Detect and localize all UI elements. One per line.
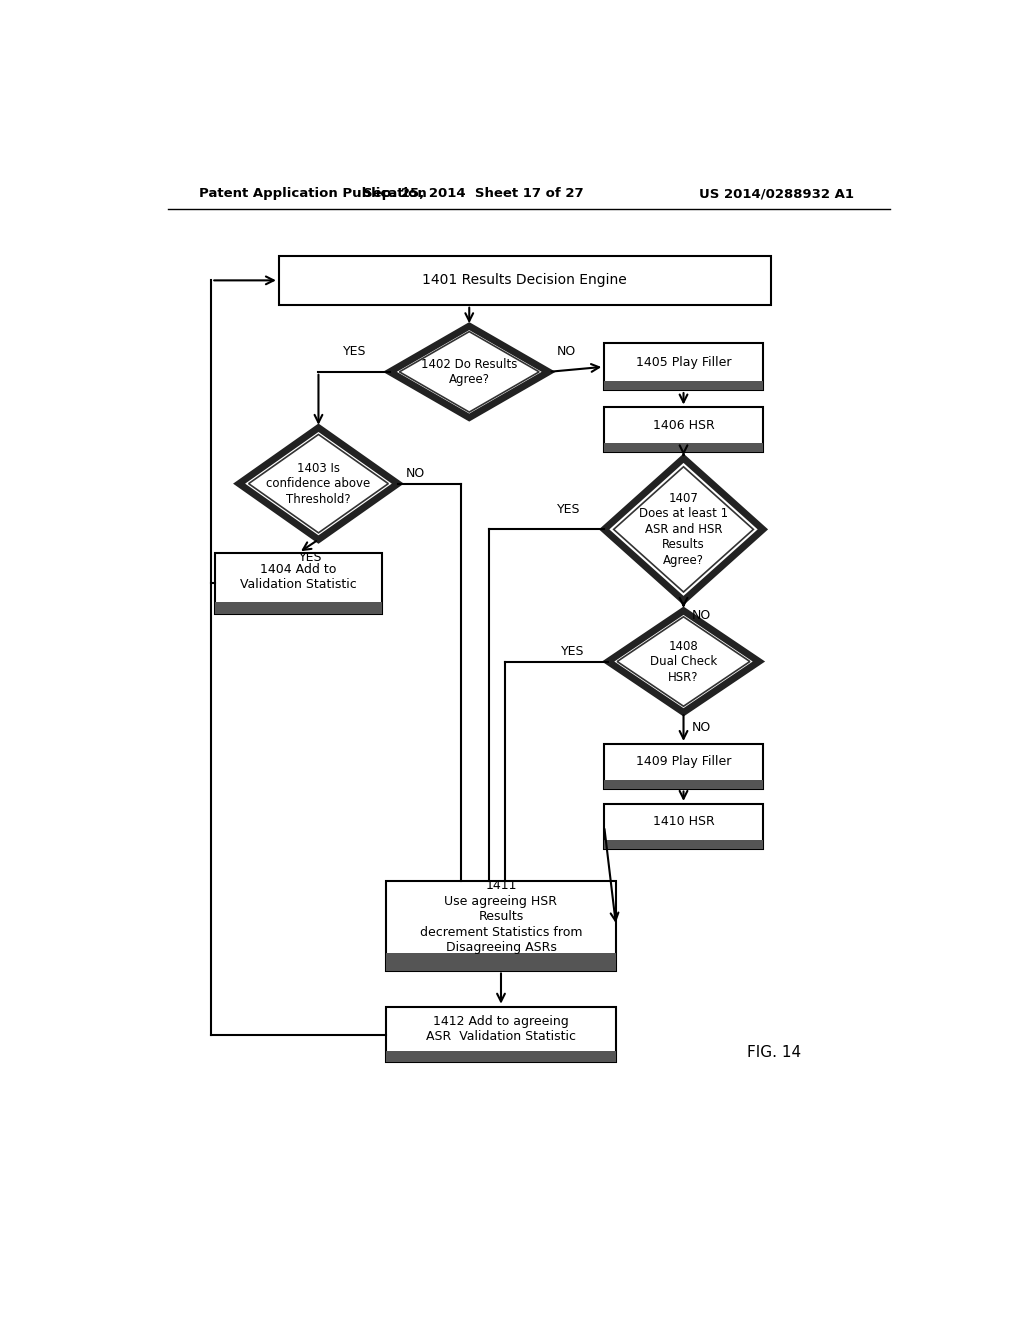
Text: YES: YES xyxy=(561,645,585,657)
Bar xyxy=(279,256,771,305)
Text: 1411
Use agreeing HSR
Results
decrement Statistics from
Disagreeing ASRs: 1411 Use agreeing HSR Results decrement … xyxy=(420,879,583,954)
Text: NO: NO xyxy=(691,610,711,622)
Polygon shape xyxy=(239,428,397,540)
Polygon shape xyxy=(390,326,549,417)
Text: FIG. 14: FIG. 14 xyxy=(748,1045,801,1060)
Text: 1404 Add to
Validation Statistic: 1404 Add to Validation Statistic xyxy=(241,562,357,591)
Bar xyxy=(604,444,763,453)
Polygon shape xyxy=(613,467,754,591)
Text: NO: NO xyxy=(406,467,425,480)
Bar xyxy=(604,380,763,391)
Bar xyxy=(604,744,763,788)
Text: 1412 Add to agreeing
ASR  Validation Statistic: 1412 Add to agreeing ASR Validation Stat… xyxy=(426,1015,575,1043)
Text: YES: YES xyxy=(343,345,366,358)
Text: NO: NO xyxy=(557,345,575,358)
Bar xyxy=(215,602,382,614)
Text: 1409 Play Filler: 1409 Play Filler xyxy=(636,755,731,768)
Polygon shape xyxy=(617,616,750,706)
Polygon shape xyxy=(249,434,388,533)
Text: Sep. 25, 2014  Sheet 17 of 27: Sep. 25, 2014 Sheet 17 of 27 xyxy=(362,187,584,201)
Polygon shape xyxy=(399,331,539,412)
Bar xyxy=(215,553,382,614)
Bar xyxy=(604,408,763,453)
Text: 1403 Is
confidence above
Threshold?: 1403 Is confidence above Threshold? xyxy=(266,462,371,506)
Text: 1407
Does at least 1
ASR and HSR
Results
Agree?: 1407 Does at least 1 ASR and HSR Results… xyxy=(639,492,728,566)
Bar xyxy=(604,804,763,849)
Bar xyxy=(386,880,616,970)
Bar xyxy=(386,1051,616,1063)
Text: NO: NO xyxy=(691,721,711,734)
Text: US 2014/0288932 A1: US 2014/0288932 A1 xyxy=(699,187,854,201)
Text: 1406 HSR: 1406 HSR xyxy=(652,418,715,432)
Text: 1405 Play Filler: 1405 Play Filler xyxy=(636,355,731,368)
Text: YES: YES xyxy=(299,552,323,565)
Text: 1402 Do Results
Agree?: 1402 Do Results Agree? xyxy=(421,358,517,385)
Text: YES: YES xyxy=(557,503,581,516)
Text: 1401 Results Decision Engine: 1401 Results Decision Engine xyxy=(423,273,627,288)
Bar xyxy=(604,840,763,849)
Polygon shape xyxy=(604,458,763,601)
Bar xyxy=(386,953,616,970)
Polygon shape xyxy=(608,611,759,713)
Bar xyxy=(386,1007,616,1063)
Bar xyxy=(604,343,763,391)
Text: 1408
Dual Check
HSR?: 1408 Dual Check HSR? xyxy=(650,639,717,684)
Text: 1410 HSR: 1410 HSR xyxy=(652,816,715,828)
Text: Patent Application Publication: Patent Application Publication xyxy=(200,187,427,201)
Bar xyxy=(604,780,763,788)
